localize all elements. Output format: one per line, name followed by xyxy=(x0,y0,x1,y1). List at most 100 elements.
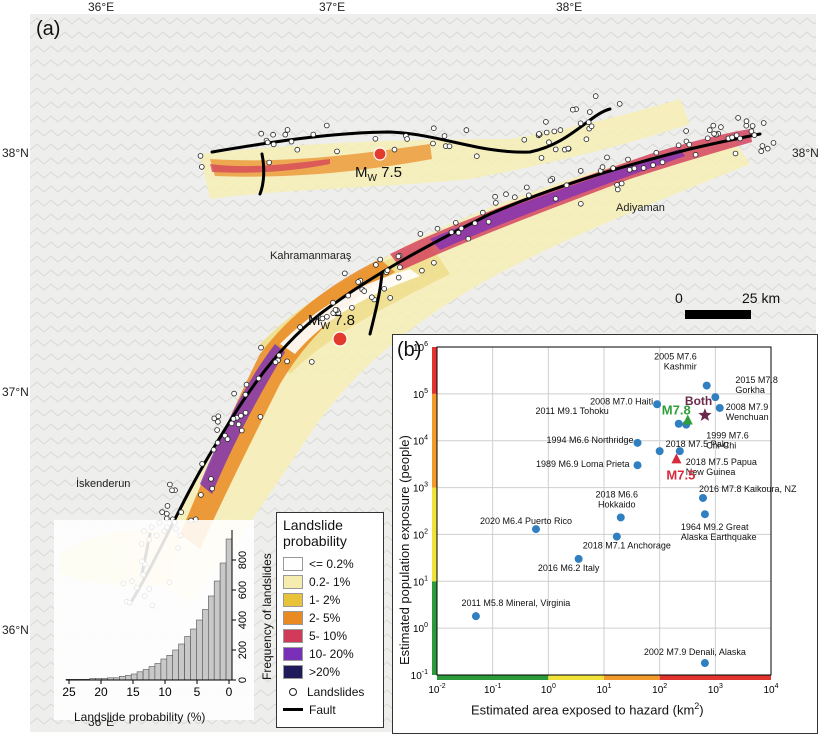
y-hazard-band xyxy=(432,487,437,582)
x-hazard-band xyxy=(548,675,604,680)
landslide-marker xyxy=(297,324,303,330)
landslide-markers xyxy=(120,93,777,609)
histogram-y-tick-label: 200 xyxy=(237,641,249,659)
landslide-marker xyxy=(479,209,486,216)
x-hazard-band xyxy=(437,675,549,680)
y-tick-label: 105 xyxy=(413,388,428,401)
legend-swatch xyxy=(283,556,303,571)
landslide-marker xyxy=(224,436,231,442)
scatter-point xyxy=(711,393,720,402)
landslide-marker xyxy=(569,106,576,113)
y-hazard-band xyxy=(432,581,437,675)
histogram-x-tick-label: 0 xyxy=(226,685,233,699)
landslide-marker xyxy=(387,295,394,301)
histogram-bar xyxy=(225,538,233,681)
landslide-marker xyxy=(631,165,638,172)
scatter-svg: 10-2 10-1 100 101 102 103 10410-11001011021031… xyxy=(411,341,797,696)
landslide-symbol-icon xyxy=(289,688,297,696)
landslide-marker xyxy=(441,133,448,139)
legend-title-1: Landslide xyxy=(283,517,343,533)
scatter-point-label: 2002 M7.9 Denali, Alaska xyxy=(644,647,746,657)
histogram-bar xyxy=(125,675,132,681)
scatter-point xyxy=(702,381,711,390)
landslide-marker xyxy=(659,159,666,166)
landslide-marker xyxy=(264,139,271,146)
landslide-marker xyxy=(735,115,741,121)
landslide-marker xyxy=(463,127,470,133)
histogram-bar xyxy=(142,669,150,681)
landslide-marker xyxy=(215,413,222,420)
landslide-marker xyxy=(473,153,480,160)
scatter-point xyxy=(471,612,480,621)
histogram-xlabel: Landslide probability (%) xyxy=(74,710,206,724)
lat-tick-left-38: 38°N xyxy=(2,146,29,160)
landslide-marker xyxy=(577,201,584,207)
x-tick-label: 103 xyxy=(708,683,723,696)
scatter-point-label: 2018 M6.6 Hokkaido xyxy=(595,489,638,509)
landslide-marker xyxy=(417,231,424,237)
y-tick-label: 103 xyxy=(413,482,428,495)
scatter-point xyxy=(655,447,664,456)
scatter-point-label: 2016 M7.8 Kaikoura, NZ xyxy=(699,484,797,494)
landslide-marker xyxy=(284,127,291,133)
fault-eaf xyxy=(128,132,762,606)
landslide-marker xyxy=(372,136,379,142)
scatter-point xyxy=(633,438,642,447)
legend-swatch xyxy=(283,592,303,607)
legend-item: <= 0.2% xyxy=(283,555,354,573)
landslide-marker xyxy=(686,141,693,148)
landslide-marker xyxy=(208,476,214,482)
histogram-bar xyxy=(184,636,191,681)
scatter-point-label: 2018 M7.5 Palu xyxy=(666,439,729,449)
scatter-point-label: 1989 M6.9 Loma Prieta xyxy=(536,459,630,469)
landslide-marker xyxy=(543,119,549,125)
mw-upper-value: 7.5 xyxy=(376,164,402,181)
histogram-x-tick-label: 25 xyxy=(62,685,76,699)
histogram-bar xyxy=(190,628,197,681)
histogram-ylabel: Frequency of landslides xyxy=(260,553,274,680)
landslide-marker xyxy=(231,390,237,397)
landslide-marker xyxy=(650,162,656,168)
scatter-point-label: 2020 M6.4 Puerto Rico xyxy=(480,516,572,526)
landslide-marker xyxy=(169,487,175,494)
landslide-marker xyxy=(272,359,279,366)
landslide-marker xyxy=(764,145,771,152)
landslide-marker xyxy=(760,120,767,126)
landslide-marker xyxy=(282,131,289,138)
landslide-marker xyxy=(586,109,593,115)
x-tick-label: 10-1 xyxy=(484,683,501,696)
legend: Landslide probability <= 0.2% 0.2- 1% 1- 2… xyxy=(276,512,384,728)
landslide-marker xyxy=(614,182,620,188)
place-adiyaman: Adiyaman xyxy=(616,202,665,214)
landslide-marker xyxy=(368,294,375,301)
legend-swatch xyxy=(283,610,303,625)
landslide-marker xyxy=(452,220,459,226)
x-tick-label: 102 xyxy=(652,683,667,696)
landslide-marker xyxy=(214,439,221,446)
landslide-marker xyxy=(552,146,559,153)
landslide-marker xyxy=(675,142,682,149)
landslide-marker xyxy=(324,313,330,320)
landslide-marker xyxy=(583,136,590,142)
histogram-bar xyxy=(178,643,185,681)
landslide-marker xyxy=(434,225,441,232)
landslide-marker xyxy=(552,196,559,202)
scalebar-zero: 0 xyxy=(675,290,683,306)
landslide-marker xyxy=(391,146,398,153)
panel-b-label: (b) xyxy=(397,339,422,361)
y-tick-label: 101 xyxy=(413,575,428,588)
landslide-marker xyxy=(242,391,249,398)
histogram-y-tick-label: 0 xyxy=(237,677,249,683)
landslide-marker xyxy=(384,267,391,274)
legend-title-2: probability xyxy=(283,533,347,549)
scatter-point-label: 2011 M5.8 Mineral, Virginia xyxy=(462,598,571,608)
panel-b-xlabel: Estimated area exposed to hazard (km2) xyxy=(471,701,704,717)
landslide-marker xyxy=(395,253,402,260)
scatter-point-label: 2008 M7.0 Haiti xyxy=(590,396,653,406)
landslide-marker xyxy=(242,409,249,416)
legend-item-label: 10- 20% xyxy=(309,647,354,661)
landslide-marker xyxy=(199,461,205,467)
scatter-point xyxy=(700,659,709,668)
landslide-marker xyxy=(455,230,462,236)
xlabel-sup: 2 xyxy=(694,701,700,711)
